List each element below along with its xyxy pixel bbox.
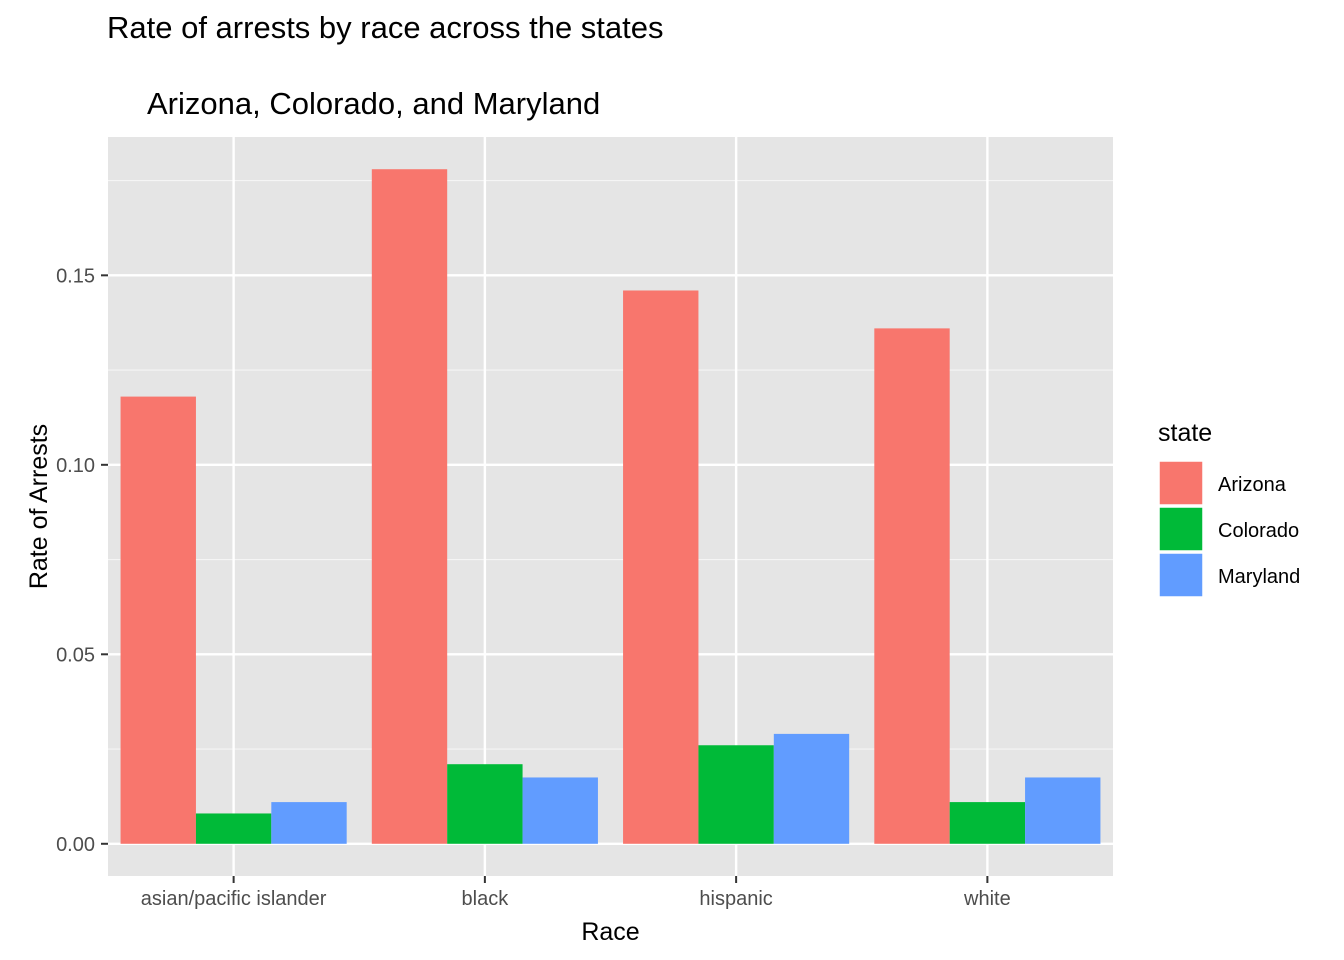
y-tick-label: 0.15 <box>56 265 95 287</box>
panel-background <box>108 137 1113 876</box>
bar-maryland-3 <box>1025 777 1101 844</box>
bar-arizona-0 <box>120 396 196 844</box>
x-axis-title: Race <box>581 918 639 946</box>
x-tick-label: asian/pacific islander <box>141 888 327 910</box>
legend-label-maryland: Maryland <box>1218 566 1300 588</box>
legend-key-maryland <box>1158 552 1204 598</box>
y-axis-title: Rate of Arrests <box>25 424 53 589</box>
y-tick-label: 0.10 <box>56 455 95 477</box>
bar-colorado-2 <box>698 745 774 844</box>
x-tick-label: black <box>462 888 510 910</box>
legend-key-colorado <box>1158 506 1204 552</box>
legend-title: state <box>1158 419 1212 447</box>
legend-label-arizona: Arizona <box>1218 474 1287 496</box>
bar-arizona-2 <box>623 290 699 844</box>
bar-maryland-0 <box>271 802 347 844</box>
x-tick-label: hispanic <box>699 888 772 910</box>
y-tick-label: 0.00 <box>56 834 95 856</box>
bar-arizona-3 <box>874 328 950 844</box>
bar-colorado-1 <box>447 764 523 844</box>
x-tick-label: white <box>963 888 1011 910</box>
bar-maryland-2 <box>773 733 850 844</box>
bar-maryland-1 <box>522 777 598 844</box>
y-tick-label: 0.05 <box>56 644 95 666</box>
chart-title: Rate of arrests by race across the state… <box>107 10 664 45</box>
legend-key-arizona <box>1158 460 1204 506</box>
legend-label-colorado: Colorado <box>1218 520 1299 542</box>
bar-colorado-3 <box>949 802 1026 844</box>
bar-colorado-0 <box>195 813 272 844</box>
chart-subtitle: Arizona, Colorado, and Maryland <box>147 86 601 121</box>
bar-arizona-1 <box>371 169 448 844</box>
